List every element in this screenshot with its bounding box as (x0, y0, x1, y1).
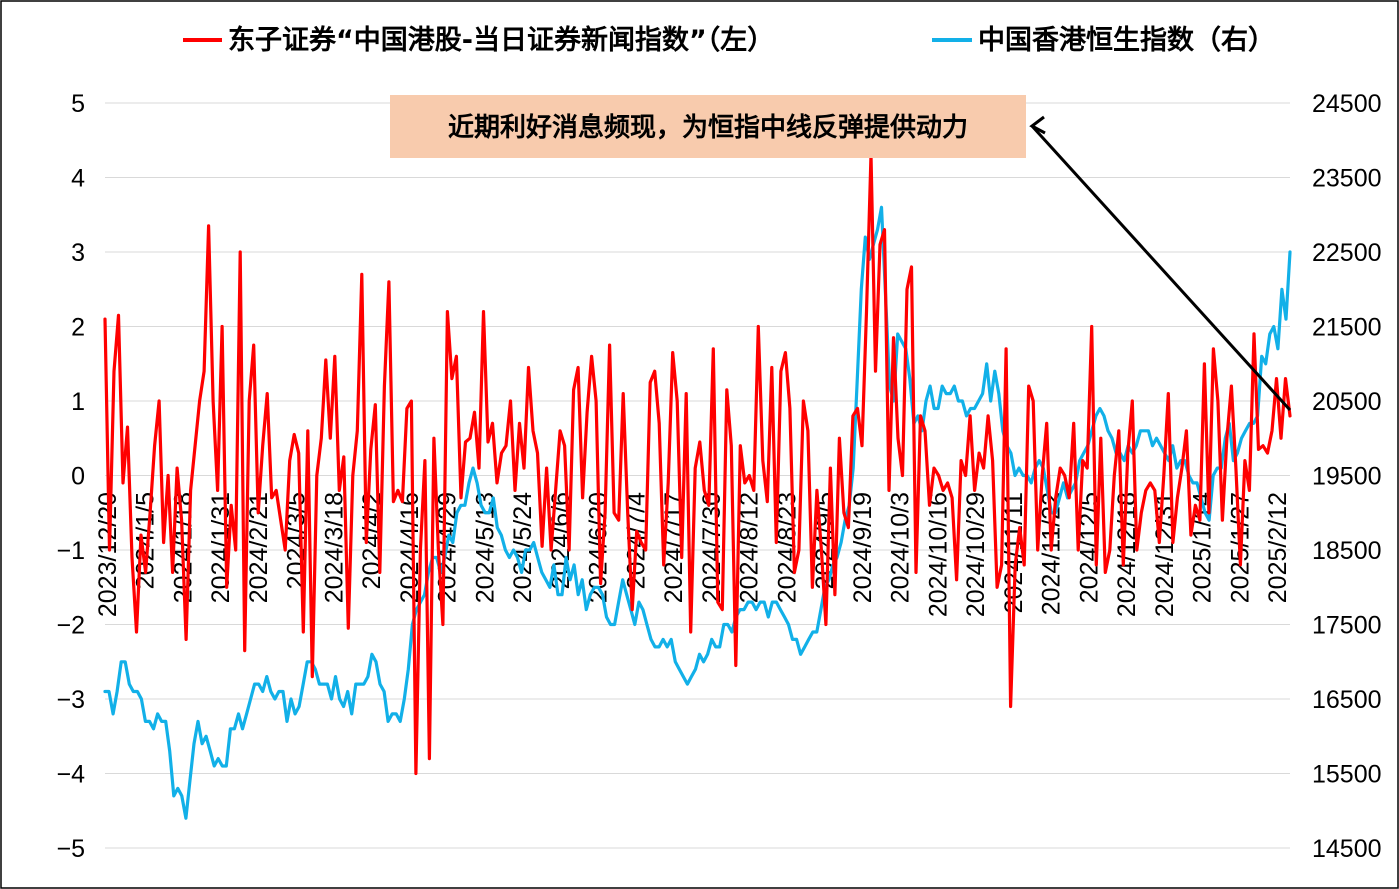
y-right-axis: 14500 15500 16500 17500 18500 19500 20500 21500… (1312, 90, 1382, 863)
legend: 东子证券“中国港股-当日证券新闻指数”（左） 中国香港恒生指数（右） (183, 24, 1275, 56)
y-left-axis: −5 −4 −3 −2 −1 0 1 2 3 4 5 (56, 90, 85, 863)
y-right-tick-label: 15500 (1312, 761, 1382, 789)
x-tick-label: 2024/9/19 (849, 492, 877, 603)
y-left-tick-label: 2 (71, 314, 85, 342)
y-right-tick-label: 14500 (1312, 835, 1382, 863)
y-right-tick-label: 18500 (1312, 537, 1382, 565)
annotation: 近期利好消息频现，为恒指中线反弹提供动力 (390, 95, 1292, 412)
y-left-tick-label: −4 (56, 761, 85, 789)
y-right-tick-label: 21500 (1312, 314, 1382, 342)
x-tick-label: 2024/7/30 (698, 492, 726, 603)
y-left-tick-label: 4 (71, 165, 85, 193)
y-left-tick-label: −2 (56, 612, 85, 640)
y-left-tick-label: 1 (71, 388, 85, 416)
y-left-tick-label: 5 (71, 90, 85, 118)
y-left-tick-label: −3 (56, 686, 85, 714)
x-tick-label: 2024/1/5 (132, 492, 160, 589)
y-right-tick-label: 17500 (1312, 612, 1382, 640)
annotation-text: 近期利好消息频现，为恒指中线反弹提供动力 (448, 112, 968, 143)
y-left-tick-label: −5 (56, 835, 85, 863)
x-tick-label: 2024/10/3 (887, 492, 915, 603)
x-tick-label: 2024/10/16 (924, 492, 952, 617)
legend-label-news-index: 东子证券“中国港股-当日证券新闻指数”（左） (228, 24, 774, 56)
x-tick-label: 2024/5/24 (509, 492, 537, 603)
y-left-tick-label: −1 (56, 537, 85, 565)
y-left-tick-label: 3 (71, 239, 85, 267)
legend-label-hang-seng: 中国香港恒生指数（右） (978, 25, 1275, 56)
series-line-news-index (103, 153, 1292, 776)
x-tick-label: 2024/10/29 (962, 492, 990, 617)
annotation-box (390, 95, 1026, 158)
y-right-tick-label: 19500 (1312, 463, 1382, 491)
y-right-tick-label: 23500 (1312, 165, 1382, 193)
y-right-tick-label: 24500 (1312, 90, 1382, 118)
y-right-tick-label: 16500 (1312, 686, 1382, 714)
x-tick-label: 2025/2/12 (1264, 492, 1292, 603)
annotation-arrow-line (1030, 124, 1292, 412)
y-right-tick-label: 22500 (1312, 239, 1382, 267)
y-right-tick-label: 20500 (1312, 388, 1382, 416)
annotation-arrow-head (1029, 115, 1046, 135)
y-left-tick-label: 0 (71, 463, 85, 491)
